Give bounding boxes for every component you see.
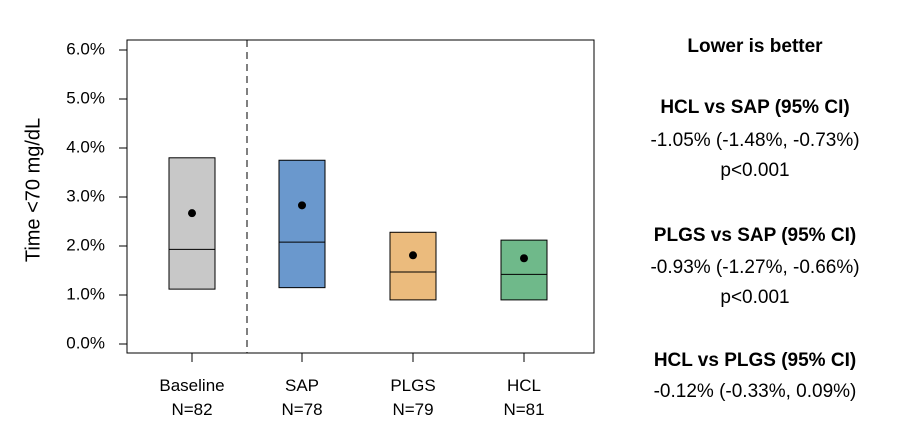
mean-dot-hcl (520, 254, 528, 263)
box-sap (278, 159, 326, 289)
box-chart: 0.0% 1.0% 2.0% 3.0% 4.0% 5.0% 6.0% Baseline N=8… (22, 39, 595, 419)
x-count-label-plgs: N=79 (392, 400, 433, 419)
mean-dot-baseline (188, 209, 196, 218)
boxes (168, 157, 548, 301)
comparison-1-estimate: -1.05% (-1.48%, -0.73%) (650, 130, 860, 151)
box-baseline (168, 157, 216, 290)
comparison-1-p: p<0.001 (720, 160, 790, 181)
comparison-1-title: HCL vs SAP (95% CI) (660, 97, 850, 118)
y-tick-label: 3.0% (66, 186, 105, 205)
box-hcl (500, 239, 548, 301)
comparison-3-title: HCL vs PLGS (95% CI) (653, 350, 857, 371)
y-tick-label: 0.0% (66, 333, 105, 352)
y-tick-label: 1.0% (66, 284, 105, 303)
box-plgs (389, 231, 437, 301)
x-count-label-baseline: N=82 (171, 400, 212, 419)
y-axis-label: Time <70 mg/dL (22, 118, 44, 262)
y-ticks: 0.0% 1.0% 2.0% 3.0% 4.0% 5.0% 6.0% (66, 39, 127, 352)
x-tick-label-baseline: Baseline (159, 376, 224, 395)
mean-dot-sap (298, 201, 306, 210)
x-tick-label-sap: SAP (285, 376, 319, 395)
y-tick-label: 2.0% (66, 235, 105, 254)
comparison-2-p: p<0.001 (720, 287, 790, 308)
stats-heading: Lower is better (687, 36, 823, 57)
comparison-2-title: PLGS vs SAP (95% CI) (653, 225, 857, 246)
comparison-2-estimate: -0.93% (-1.27%, -0.66%) (650, 257, 860, 278)
x-tick-label-plgs: PLGS (390, 376, 435, 395)
x-count-label-hcl: N=81 (503, 400, 544, 419)
comparison-3-estimate: -0.12% (-0.33%, 0.09%) (653, 381, 857, 402)
x-labels: Baseline N=82 SAP N=78 PLGS N=79 HCL N=81 (159, 353, 545, 419)
mean-dot-plgs (409, 251, 417, 260)
y-tick-label: 5.0% (66, 88, 105, 107)
y-tick-label: 6.0% (66, 39, 105, 58)
x-count-label-sap: N=78 (281, 400, 322, 419)
y-tick-label: 4.0% (66, 137, 105, 156)
x-tick-label-hcl: HCL (507, 376, 541, 395)
